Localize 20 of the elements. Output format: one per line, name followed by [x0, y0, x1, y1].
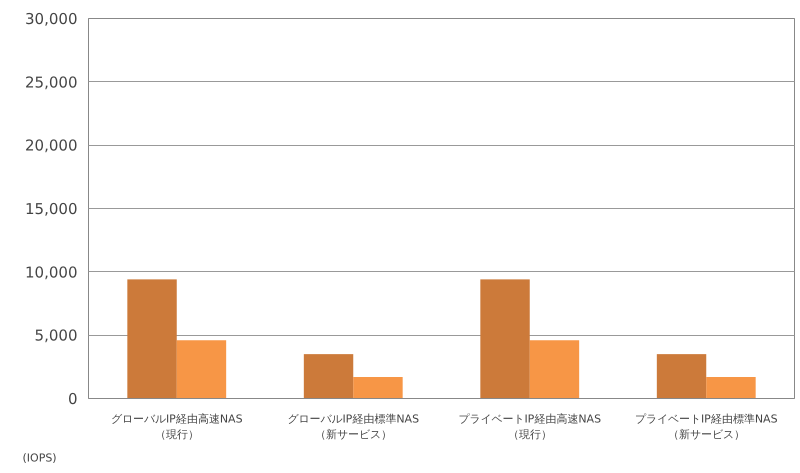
bar [127, 279, 177, 398]
bar [706, 376, 756, 398]
bar [480, 279, 530, 398]
bar [353, 376, 403, 398]
x-tick-label: グローバルIP経由標準NAS（新サービス） [287, 412, 420, 442]
y-tick-label: 20,000 [25, 136, 78, 155]
y-tick-label: 30,000 [25, 10, 78, 28]
y-tick-label: 15,000 [25, 200, 78, 218]
bar [656, 354, 706, 398]
x-tick-label: グローバルIP経由高速NAS（現行） [110, 412, 243, 442]
y-tick-label: 25,000 [25, 73, 78, 92]
y-axis-title: (IOPS) [22, 452, 57, 464]
x-tick-label: プライベートIP経由標準NAS（新サービス） [634, 412, 778, 442]
y-tick-label: 0 [68, 390, 78, 408]
bar [304, 354, 354, 398]
y-tick-label: 10,000 [25, 263, 78, 282]
x-tick-label: プライベートIP経由高速NAS（現行） [458, 412, 602, 442]
y-tick-label: 5,000 [34, 326, 78, 345]
bar [176, 340, 226, 398]
bar [530, 340, 580, 398]
